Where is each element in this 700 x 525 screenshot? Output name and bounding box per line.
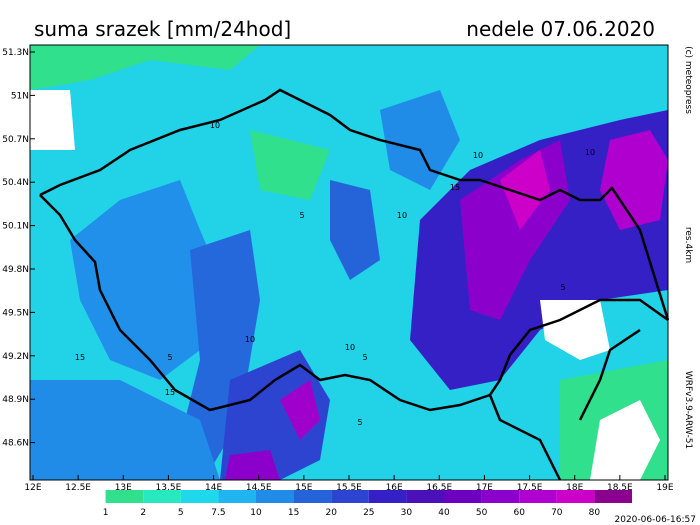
side-label: res.4km [683, 227, 693, 263]
colorbar-label: 60 [513, 508, 525, 518]
precip-area [380, 90, 460, 190]
side-label: WRFv3.9-ARW-51 [683, 371, 693, 449]
lon-label: 16.5E [426, 483, 452, 493]
colorbar-swatch [406, 490, 444, 503]
lon-label: 18E [566, 483, 583, 493]
lon-label: 14.5E [246, 483, 272, 493]
colorbar-swatch [143, 490, 181, 503]
lat-label: 50.7N [2, 135, 29, 145]
precip-area [70, 180, 230, 380]
lon-label: 15E [295, 483, 312, 493]
colorbar-swatch [218, 490, 256, 503]
precip-area [225, 450, 280, 480]
lon-label: 17E [476, 483, 493, 493]
colorbar-swatch [481, 490, 520, 503]
colorbar-label: 1 [103, 508, 109, 518]
colorbar-swatch [594, 490, 632, 503]
precip-area [500, 150, 550, 230]
contour-label: 15 [165, 388, 175, 397]
precip-area [540, 300, 610, 360]
precip-area [220, 350, 330, 480]
lat-label: 51N [11, 91, 29, 101]
lat-label: 49.8N [2, 265, 29, 275]
lon-label: 17.5E [517, 483, 543, 493]
timestamp: 2020-06-06-16:57 [615, 515, 697, 525]
map-area [29, 44, 670, 481]
country-border [39, 88, 670, 481]
contour-label: 5 [357, 418, 362, 427]
colorbar-swatch [444, 490, 482, 503]
contour-label: 5 [560, 283, 565, 292]
side-label: (c) meteopress [683, 46, 693, 114]
precip-area [600, 130, 668, 230]
precip-area [30, 90, 75, 150]
colorbar-label: 70 [551, 508, 563, 518]
lat-label: 51.3N [2, 48, 29, 58]
colorbar-swatch [68, 490, 106, 503]
lat-label: 49.2N [2, 352, 29, 362]
colorbar-label: 10 [250, 508, 262, 518]
colorbar-swatch [331, 490, 369, 503]
lat-label: 48.6N [2, 439, 29, 449]
precip-area [590, 400, 660, 480]
lon-label: 19E [656, 483, 673, 493]
colorbar-label: 80 [589, 508, 601, 518]
lon-label: 15.5E [336, 483, 362, 493]
contour-label: 5 [362, 353, 367, 362]
contour-label: 5 [299, 211, 304, 220]
colorbar-label: 20 [325, 508, 337, 518]
contour-label: 10 [245, 335, 255, 344]
colorbar-swatch [519, 490, 557, 503]
colorbar-label: 30 [401, 508, 413, 518]
contour-label: 15 [75, 353, 85, 362]
colorbar-label: 25 [363, 508, 374, 518]
lat-label: 49.5N [2, 308, 29, 318]
lat-label: 48.9N [2, 395, 29, 405]
lon-label: 18.5E [607, 483, 633, 493]
colorbar-swatch [556, 490, 595, 503]
colorbar-swatch [180, 490, 219, 503]
colorbar-label: 40 [438, 508, 450, 518]
colorbar-label: 50 [476, 508, 488, 518]
lon-label: 12.5E [65, 483, 91, 493]
contour-label: 10 [473, 151, 483, 160]
lon-label: 12E [24, 483, 41, 493]
precip-area [280, 380, 320, 440]
lon-label: 16E [386, 483, 403, 493]
lon-label: 14E [205, 483, 222, 493]
colorbar-label: 7.5 [211, 508, 225, 518]
precip-area [250, 130, 330, 200]
contour-label: 10 [345, 343, 355, 352]
map-date: nedele 07.06.2020 [466, 17, 655, 41]
lat-label: 50.4N [2, 178, 29, 188]
colorbar-label: 5 [178, 508, 184, 518]
precip-area [30, 380, 220, 480]
lat-label: 50.1N [2, 222, 29, 232]
colorbar-swatch [256, 490, 294, 503]
contour-label: 15 [450, 183, 460, 192]
contour-label: 5 [167, 353, 172, 362]
colorbar-label: 2 [140, 508, 146, 518]
lon-label: 13E [115, 483, 132, 493]
contour-label: 10 [585, 148, 595, 157]
colorbar-swatch [293, 490, 332, 503]
contour-label: 10 [397, 211, 407, 220]
colorbar-swatch [105, 490, 144, 503]
lon-label: 13.5E [156, 483, 182, 493]
contour-label: 10 [210, 121, 220, 130]
precip-area [30, 45, 260, 90]
map-title: suma srazek [mm/24hod] [34, 17, 291, 41]
colorbar-label: 15 [288, 508, 299, 518]
precip-area [330, 180, 380, 280]
colorbar-swatch [368, 490, 407, 503]
